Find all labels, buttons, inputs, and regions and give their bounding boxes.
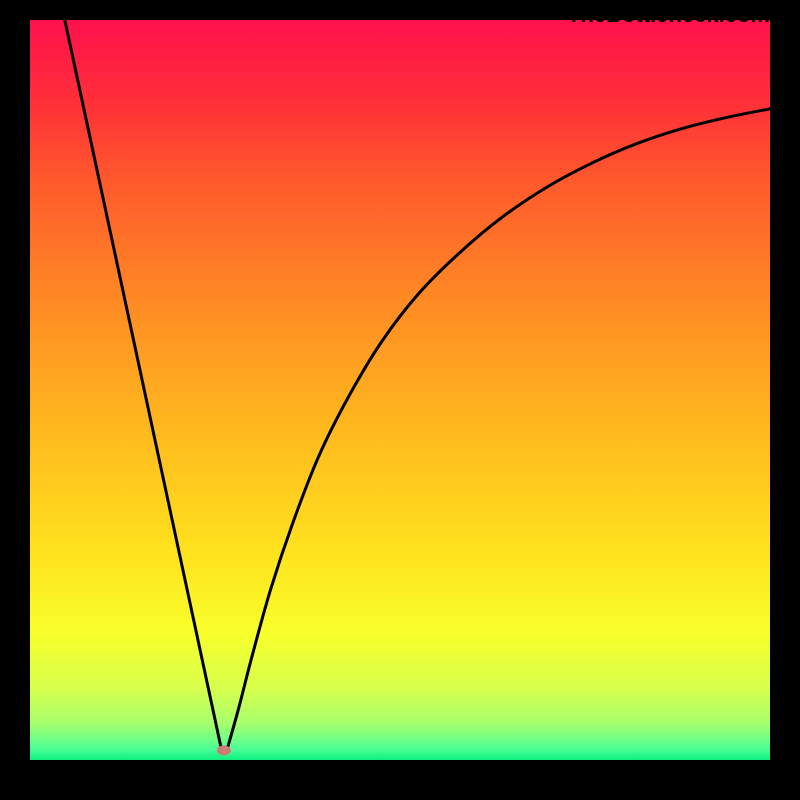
plot-region <box>30 20 770 760</box>
curve-right-branch <box>227 109 770 751</box>
curve-svg <box>30 20 770 760</box>
curve-left-branch <box>65 20 222 750</box>
minimum-marker <box>217 745 231 755</box>
chart-canvas: TheBottleneck.com <box>0 0 800 800</box>
watermark-text: TheBottleneck.com <box>567 2 770 28</box>
